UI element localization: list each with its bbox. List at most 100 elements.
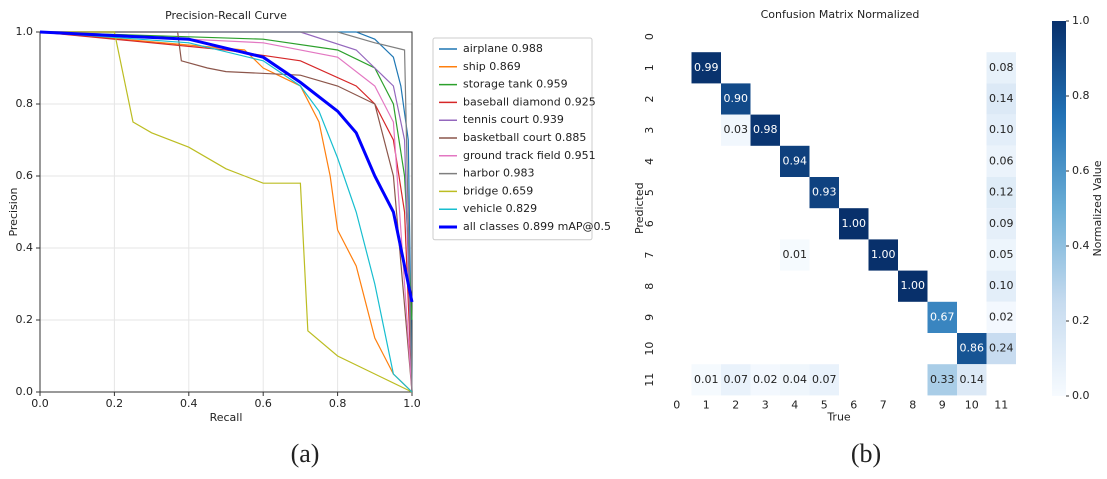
x-tick-label: 0.8	[329, 397, 347, 410]
colorbar-tick-label: 0.6	[1072, 164, 1090, 177]
cell-label: 0.33	[930, 373, 955, 386]
heatmap-cell	[986, 270, 1016, 302]
y-tick-label: 0.0	[16, 385, 34, 398]
pr-curve	[40, 31, 413, 393]
heatmap-cell	[809, 177, 839, 209]
x-tick-label: 3	[762, 398, 769, 411]
x-tick-label: 4	[791, 398, 798, 411]
cell-label: 0.94	[783, 154, 808, 167]
y-axis-label: Precision	[7, 187, 20, 236]
heatmap-cell	[986, 177, 1016, 209]
heatmap-cell	[957, 364, 987, 396]
cell-label: 0.24	[989, 342, 1014, 355]
cell-label: 0.04	[783, 373, 808, 386]
heatmap-cell	[750, 364, 780, 396]
heatmap-cell	[986, 145, 1016, 177]
legend-label: vehicle 0.829	[463, 202, 537, 215]
x-tick-label: 0.6	[254, 397, 272, 410]
heatmap-cell	[721, 114, 751, 146]
pr-curve	[39, 31, 413, 393]
cell-label: 0.02	[753, 373, 778, 386]
y-tick-label: 7	[643, 252, 656, 259]
legend-label: harbor 0.983	[463, 167, 534, 180]
x-axis-label: Recall	[210, 411, 243, 424]
cell-label: 0.98	[753, 123, 778, 136]
y-tick-label: 6	[643, 220, 656, 227]
y-tick-label: 0.6	[16, 169, 34, 182]
heatmap-cell	[927, 364, 957, 396]
y-tick-label: 0	[643, 33, 656, 40]
cell-label: 0.09	[989, 217, 1014, 230]
heatmap-cell	[780, 145, 810, 177]
colorbar-tick-label: 0.8	[1072, 89, 1090, 102]
heatmap-cell	[839, 208, 869, 240]
pr-curve	[39, 31, 413, 393]
y-tick-label: 8	[643, 283, 656, 290]
cell-label: 0.14	[989, 92, 1014, 105]
y-tick-label: 5	[643, 189, 656, 196]
heatmap-cell	[780, 364, 810, 396]
x-tick-label: 11	[994, 398, 1008, 411]
x-tick-label: 0.4	[180, 397, 198, 410]
colorbar	[1052, 21, 1066, 396]
x-tick-label: 0.0	[31, 397, 49, 410]
colorbar-tick-label: 0.4	[1072, 239, 1090, 252]
heatmap-cell	[986, 333, 1016, 365]
x-tick-label: 10	[965, 398, 979, 411]
pr-curve	[40, 31, 413, 393]
legend-label: ship 0.869	[463, 60, 521, 73]
cell-label: 0.93	[812, 186, 837, 199]
heatmap-cell	[691, 52, 721, 84]
cell-label: 0.10	[989, 279, 1014, 292]
cell-label: 0.08	[989, 61, 1014, 74]
x-tick-label: 9	[939, 398, 946, 411]
legend-label: tennis court 0.939	[463, 113, 564, 126]
pr-curve	[39, 30, 414, 303]
x-tick-label: 5	[821, 398, 828, 411]
y-tick-label: 2	[643, 96, 656, 103]
heatmap-cell	[986, 301, 1016, 333]
heatmap-cell	[721, 364, 751, 396]
caption: (b)	[851, 439, 881, 468]
y-tick-label: 4	[643, 158, 656, 165]
x-tick-label: 0	[673, 398, 680, 411]
y-tick-label: 10	[643, 342, 656, 356]
legend-label: storage tank 0.959	[463, 78, 568, 91]
legend-label: ground track field 0.951	[463, 149, 596, 162]
x-tick-label: 6	[850, 398, 857, 411]
cell-label: 0.07	[812, 373, 837, 386]
colorbar-tick-label: 0.0	[1072, 389, 1090, 402]
y-tick-label: 3	[643, 127, 656, 134]
heatmap-cell	[898, 270, 928, 302]
heatmap-cell	[721, 83, 751, 115]
legend-label: bridge 0.659	[463, 184, 533, 197]
heatmap-cell	[750, 114, 780, 146]
cell-label: 0.10	[989, 123, 1014, 136]
legend-label: airplane 0.988	[463, 42, 543, 55]
y-tick-label: 9	[643, 314, 656, 321]
cell-label: 0.14	[960, 373, 985, 386]
y-tick-label: 0.2	[16, 313, 34, 326]
x-tick-label: 7	[880, 398, 887, 411]
x-tick-label: 1	[703, 398, 710, 411]
cell-label: 1.00	[842, 217, 867, 230]
cell-label: 0.07	[724, 373, 749, 386]
heatmap-cell	[780, 239, 810, 271]
colorbar-tick-label: 1.0	[1072, 14, 1090, 27]
colorbar-tick-label: 0.2	[1072, 314, 1090, 327]
cell-label: 0.90	[724, 92, 749, 105]
legend-box	[432, 37, 593, 241]
cell-label: 1.00	[871, 248, 896, 261]
x-tick-label: 0.2	[106, 397, 124, 410]
cell-label: 0.99	[694, 61, 719, 74]
chart-title: Precision-Recall Curve	[165, 9, 287, 22]
legend-label: baseball diamond 0.925	[463, 95, 596, 108]
heatmap-cell	[868, 239, 898, 271]
cell-label: 0.02	[989, 310, 1014, 323]
heatmap-cell	[691, 364, 721, 396]
chart-title: Confusion Matrix Normalized	[761, 8, 920, 21]
legend-label: all classes 0.899 mAP@0.5	[463, 220, 611, 233]
y-tick-label: 0.8	[16, 97, 34, 110]
heatmap-cell	[986, 239, 1016, 271]
